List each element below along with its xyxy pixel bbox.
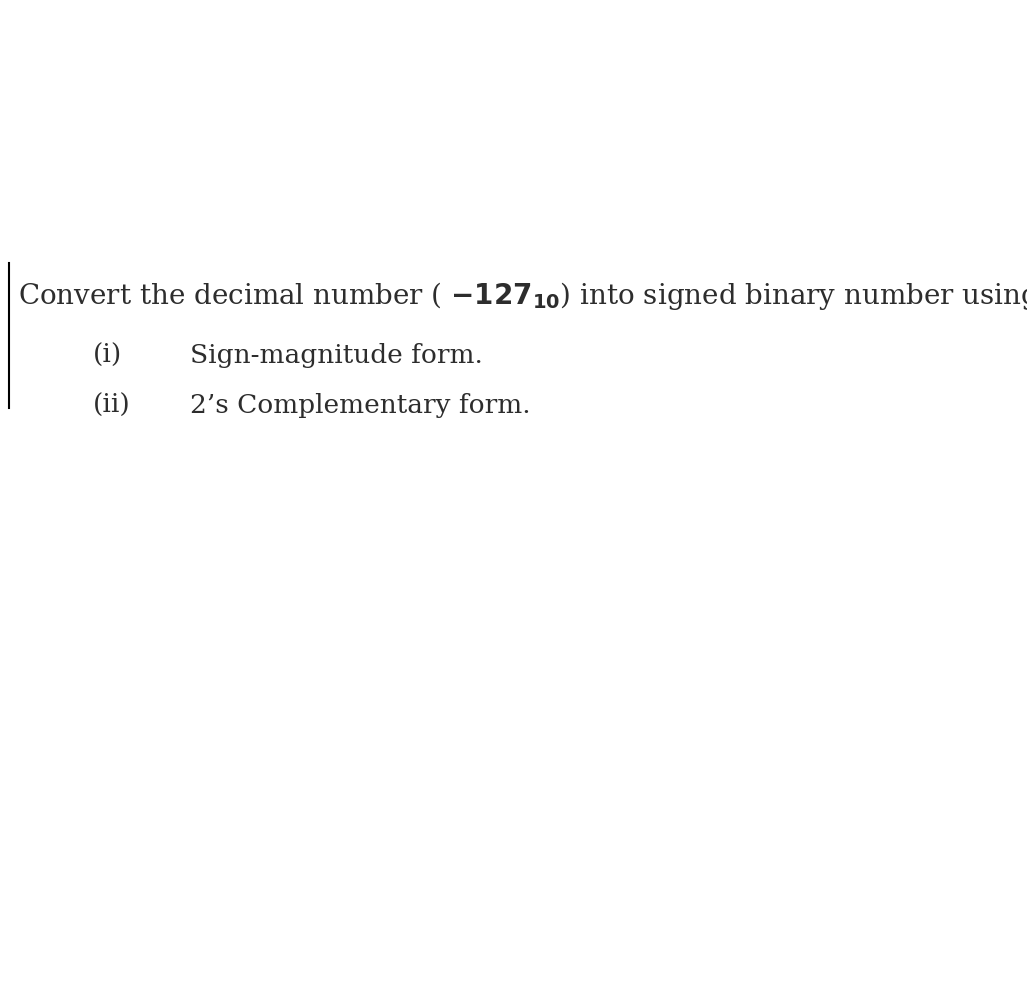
Text: (ii): (ii) xyxy=(92,393,130,417)
Text: (i): (i) xyxy=(92,343,121,368)
Text: 2’s Complementary form.: 2’s Complementary form. xyxy=(190,393,531,417)
Text: Convert the decimal number ( $\mathbf{- 127_{10}}$) into signed binary number us: Convert the decimal number ( $\mathbf{- … xyxy=(18,280,1027,312)
Text: Sign-magnitude form.: Sign-magnitude form. xyxy=(190,343,483,368)
